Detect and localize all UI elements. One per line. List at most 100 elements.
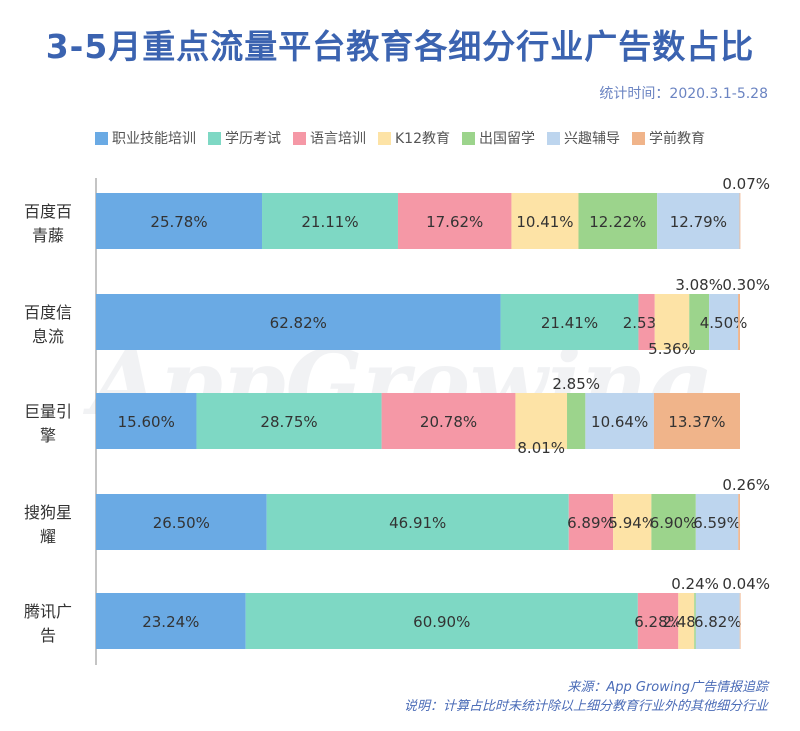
data-label: 12.79% [670,213,727,231]
source-note: 来源：App Growing广告情报追踪 [567,680,768,695]
category-label: 百度信 [24,303,72,322]
bar-segment [511,193,579,249]
legend-item: 学历考试 [208,128,281,148]
data-label: 6.90% [650,514,698,532]
bar-segment [245,593,638,649]
footnote: 说明：计算占比时未统计除以上细分教育行业外的其他细分行业 [403,699,768,714]
category-label: 擎 [40,426,56,445]
data-label: 6.59% [693,514,741,532]
data-label: 26.50% [153,514,210,532]
data-label: 21.11% [301,213,358,231]
legend-swatch [378,131,391,145]
bar-segment [567,393,586,449]
data-label: 0.07% [722,175,770,193]
bar-segment [689,294,710,350]
data-label: 0.04% [722,575,770,593]
category-label: 腾讯广 [24,602,72,621]
legend-swatch [462,131,475,145]
data-label: 3.08% [675,276,723,294]
data-label: 2.85% [552,375,600,393]
legend-swatch [95,131,108,145]
data-label: 23.24% [142,613,199,631]
data-label: 46.91% [389,514,446,532]
bar-segment [96,494,267,550]
legend-swatch [547,131,560,145]
data-label: 12.22% [589,213,646,231]
data-label: 0.30% [722,276,770,294]
bar-segment [613,494,652,550]
data-label: 60.90% [413,613,470,631]
data-label: 21.41% [541,314,598,332]
bar-segment [738,494,740,550]
bar-segment [653,393,740,449]
bar-segment [695,593,740,649]
legend-item: 学前教育 [632,128,705,148]
bar-segment [96,393,197,449]
legend-label: 语言培训 [310,131,366,147]
legend-label: 兴趣辅导 [564,131,620,147]
category-label: 百度百 [24,202,72,221]
legend-item: 职业技能培训 [95,128,196,148]
legend-item: K12教育 [378,128,450,148]
data-label: 20.78% [420,413,477,431]
data-label: 4.50% [700,314,748,332]
data-label: 25.78% [150,213,207,231]
bar-segment [397,193,512,249]
category-label: 告 [40,626,56,645]
bar-segment [738,294,740,350]
data-label: 0.26% [722,476,770,494]
bar-segment [709,294,739,350]
bar-segment [638,294,655,350]
data-label: 28.75% [260,413,317,431]
bar-segment [657,193,740,249]
data-label: 13.37% [668,413,725,431]
bar-segment [651,494,696,550]
legend-label: 出国留学 [479,131,535,147]
bar-segment [585,393,654,449]
data-label: 6.89% [567,514,615,532]
data-label: 17.62% [426,213,483,231]
legend-swatch [293,131,306,145]
data-label: 0.24% [671,575,719,593]
bar-segment [578,193,658,249]
bar-segment [266,494,569,550]
bar-segment [678,593,695,649]
bar-segment [96,193,263,249]
data-label: 6.82% [694,613,742,631]
data-label: 5.36% [648,340,696,358]
legend-label: 学历考试 [225,131,281,147]
bar-segment [96,593,246,649]
data-label: 15.60% [118,413,175,431]
category-label: 青藤 [32,226,64,245]
bar-segment [637,593,679,649]
bar-segment [262,193,398,249]
legend-label: 学前教育 [649,131,705,147]
data-label: 10.41% [516,213,573,231]
category-label: 息流 [32,327,64,346]
legend: 职业技能培训 学历考试 语言培训 K12教育 出国留学 兴趣辅导 学前教育 [0,128,800,148]
bar-segment [381,393,516,449]
legend-label: 职业技能培训 [112,131,196,147]
data-label: 10.64% [591,413,648,431]
category-label: 耀 [40,527,56,546]
category-label: 搜狗星 [24,503,72,522]
date-range: 统计时间：2020.3.1-5.28 [599,86,768,102]
bar-segment [739,193,741,249]
data-label: 62.82% [270,314,327,332]
bar-segment [196,393,382,449]
legend-label: K12教育 [395,131,450,147]
bar-segment [739,593,741,649]
chart-title: 3-5月重点流量平台教育各细分行业广告数占比 [45,27,755,66]
bar-segment [515,393,568,449]
category-label: 巨量引 [24,402,72,421]
bar-segment [568,494,614,550]
legend-item: 语言培训 [293,128,366,148]
legend-item: 兴趣辅导 [547,128,620,148]
bar-segment [694,593,696,649]
data-label: 8.01% [517,439,565,457]
legend-swatch [632,131,645,145]
bar-segment [695,494,739,550]
bar-segment [500,294,639,350]
data-label: 5.94% [608,514,656,532]
